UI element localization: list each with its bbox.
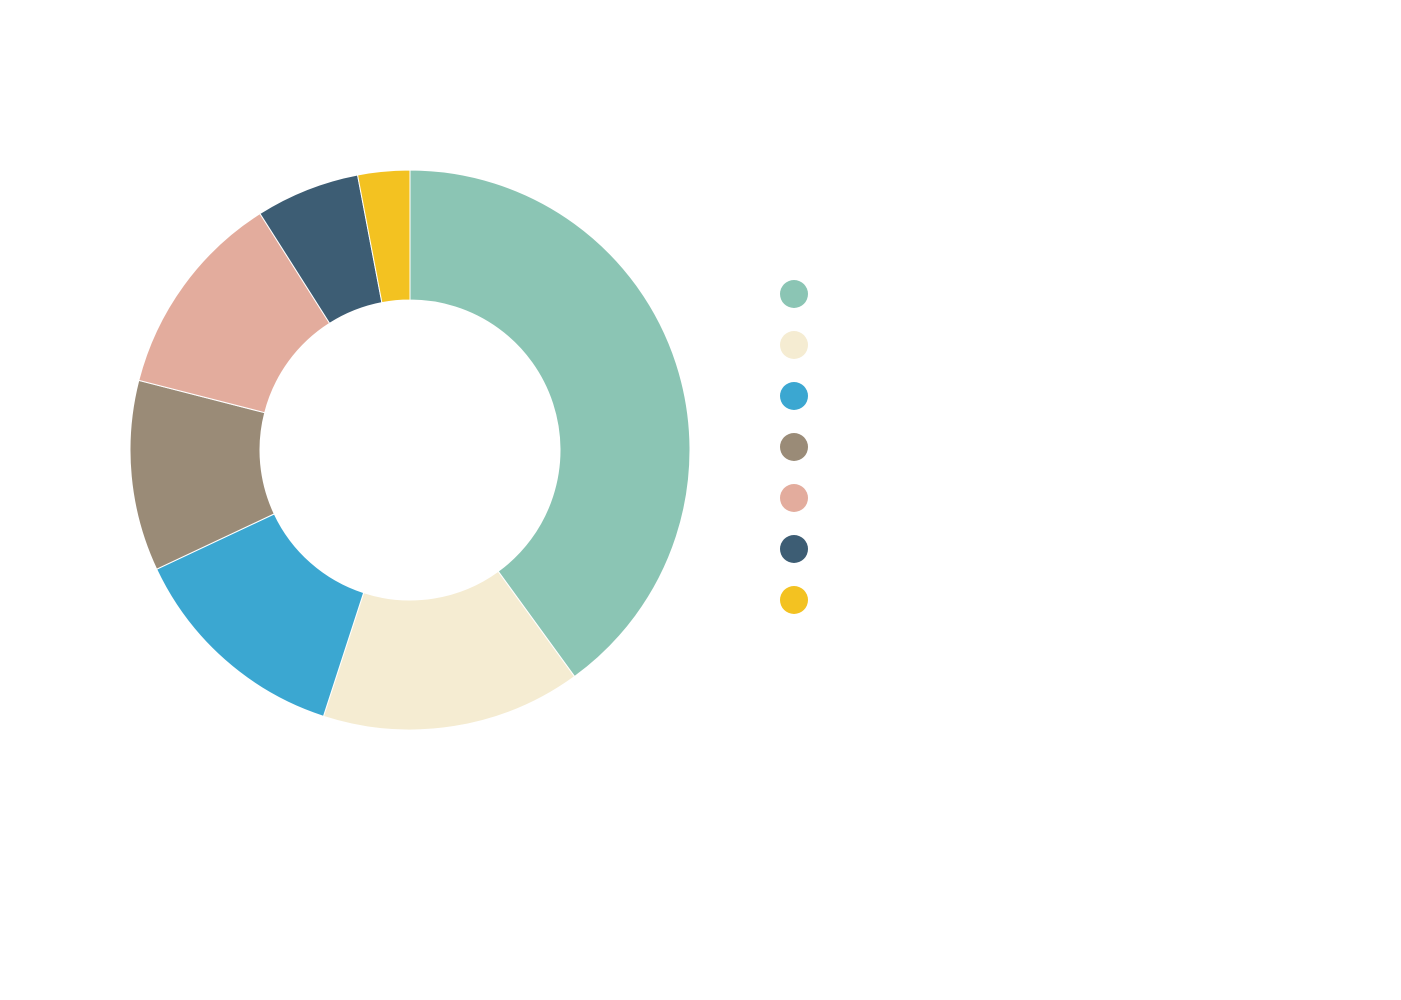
legend-item-4 (780, 484, 824, 512)
donut-chart (130, 170, 690, 730)
legend-item-1 (780, 331, 824, 359)
legend-swatch-1 (780, 331, 808, 359)
legend-swatch-4 (780, 484, 808, 512)
legend-item-3 (780, 433, 824, 461)
legend-swatch-5 (780, 535, 808, 563)
legend-item-2 (780, 382, 824, 410)
legend-item-0 (780, 280, 824, 308)
donut-hole (260, 300, 560, 600)
legend-swatch-6 (780, 586, 808, 614)
legend-item-6 (780, 586, 824, 614)
legend-item-5 (780, 535, 824, 563)
legend-swatch-2 (780, 382, 808, 410)
legend-swatch-3 (780, 433, 808, 461)
chart-legend (780, 280, 824, 614)
legend-swatch-0 (780, 280, 808, 308)
donut-chart-svg (130, 170, 690, 730)
